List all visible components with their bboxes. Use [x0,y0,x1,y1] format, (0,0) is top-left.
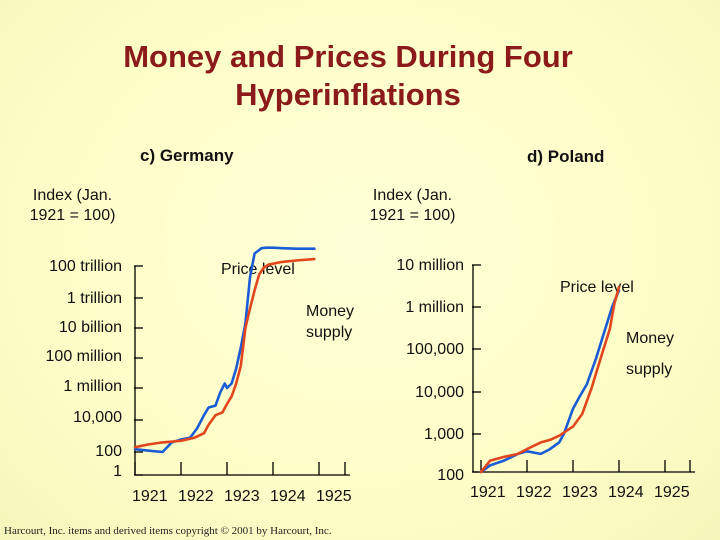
slide-title-line-2: Hyperinflations [235,77,461,112]
germany-xtick-label: 1921 [132,488,168,505]
germany-ytick-label: 100 trillion [49,258,122,275]
poland-money-supply-annotation-line-1: Money [626,330,675,347]
germany-panel-label: c) Germany [140,146,234,165]
germany-xtick-label: 1922 [178,488,214,505]
poland-ytick-label: 1 million [405,299,464,316]
poland-ytick-label: 10,000 [415,384,464,401]
poland-y-axis-label: Index (Jan. 1921 = 100) [360,186,465,226]
poland-y-axis-label-line-1: Index (Jan. [372,187,453,204]
germany-ytick-label: 100 million [45,348,122,365]
poland-ytick-label: 1,000 [423,426,464,443]
germany-ytick-label: 1 [113,463,122,480]
poland-ytick-label: 100,000 [406,341,464,358]
germany-price-level-line [133,257,316,449]
poland-xtick-label: 1922 [516,484,552,501]
copyright-footer: Harcourt, Inc. items and derived items c… [4,525,332,537]
poland-xtick-label: 1923 [562,484,598,501]
germany-xtick-label: 1924 [270,488,306,505]
germany-money-supply-annotation-line-1: Money [306,303,355,320]
poland-money-supply-annotation-line-2: supply [626,361,673,378]
germany-y-axis-label-line-1: Index (Jan. [32,187,113,204]
germany-xtick-label: 1923 [224,488,260,505]
poland-ytick-label: 10 million [396,257,464,274]
germany-ytick-label: 10,000 [73,409,122,426]
germany-ytick-label: 100 [95,443,122,460]
poland-y-axis-label-line-2: 1921 = 100) [369,207,456,224]
poland-xtick-label: 1921 [470,484,506,501]
germany-money-supply-line [133,246,316,454]
germany-ytick-label: 1 million [63,378,122,395]
germany-y-axis-label: Index (Jan. 1921 = 100) [20,186,125,226]
poland-panel-label: d) Poland [527,147,605,166]
poland-price-level-annotation: Price level [560,279,634,296]
poland-ytick-label: 100 [437,467,464,484]
germany-ytick-label: 10 billion [58,319,122,336]
germany-xtick-label: 1925 [316,488,352,505]
poland-price-level-line [479,285,621,474]
germany-ytick-label: 1 trillion [66,290,122,307]
germany-money-supply-annotation-line-2: supply [306,324,353,341]
slide-title-line-1: Money and Prices During Four [123,39,573,74]
germany-price-level-annotation: Price level [221,261,295,278]
germany-y-axis-label-line-2: 1921 = 100) [29,207,116,224]
poland-xtick-label: 1924 [608,484,644,501]
poland-xtick-label: 1925 [654,484,690,501]
poland-money-supply-line [479,288,621,474]
